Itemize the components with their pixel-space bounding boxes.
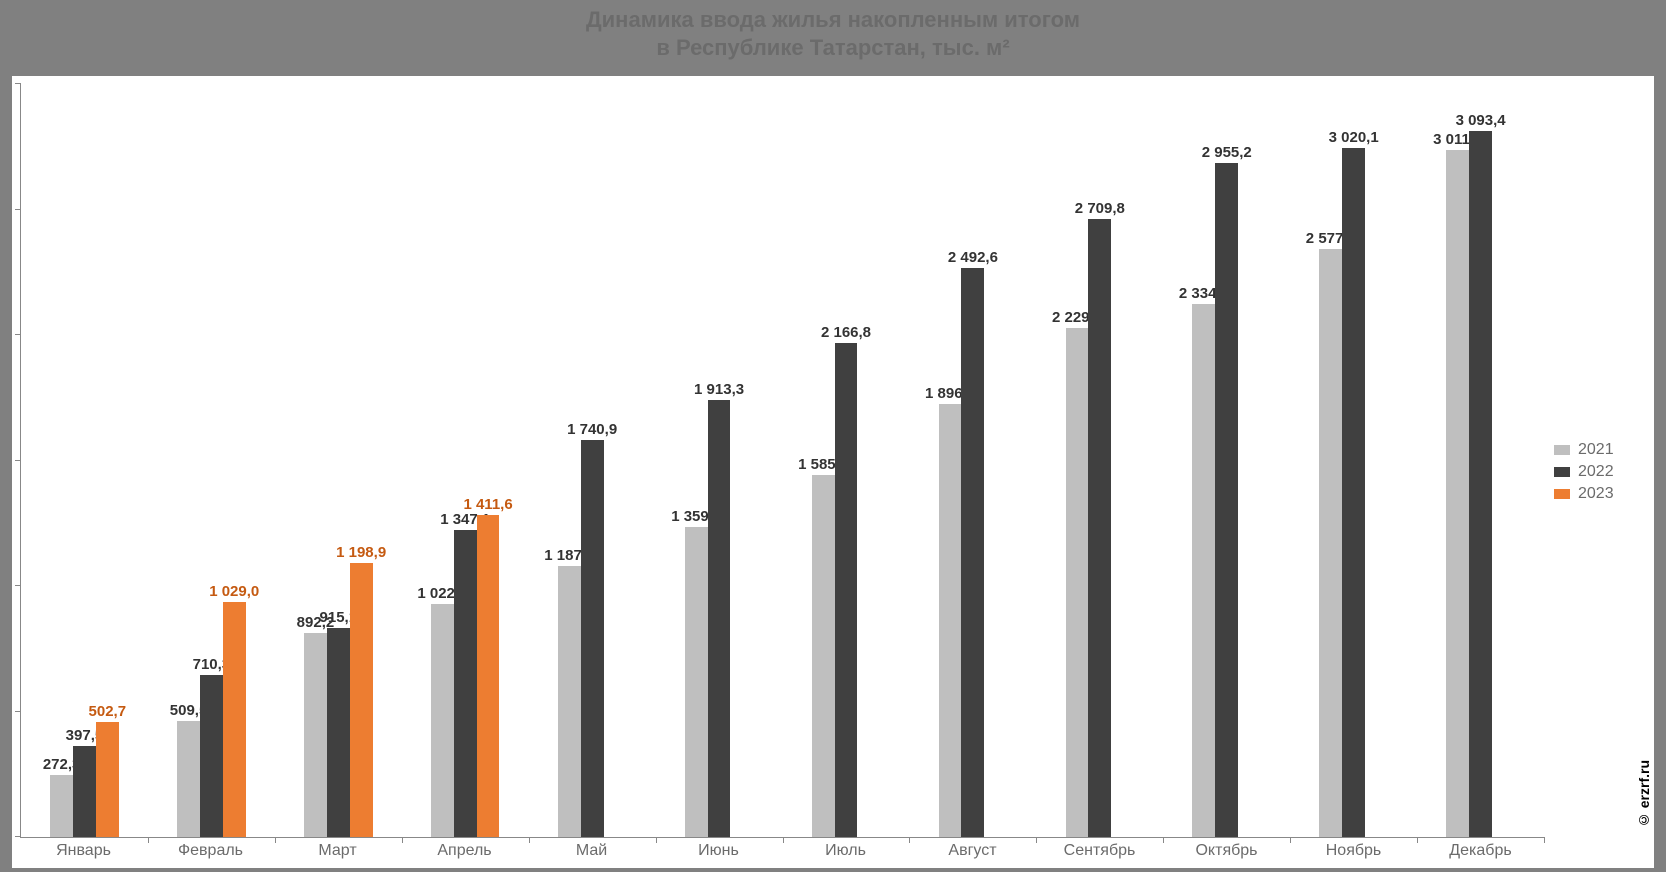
x-axis-label: Май — [528, 842, 655, 866]
legend-item: 2021 — [1554, 441, 1644, 459]
bar-2023: 1 029,0 — [223, 602, 246, 837]
bar-group: 509,5710,31 029,0 — [148, 84, 275, 837]
x-axis-label: Январь — [20, 842, 147, 866]
bar-group: 3 011,53 093,4 — [1417, 84, 1544, 837]
x-axis-label: Октябрь — [1163, 842, 1290, 866]
legend-swatch — [1554, 467, 1570, 477]
bar-value-label: 2 166,8 — [821, 324, 871, 343]
bar-2021: 1 022,2 — [431, 604, 454, 837]
bar-2022: 915,1 — [327, 628, 350, 837]
chart-title-line2: в Республике Татарстан, тыс. м² — [0, 34, 1666, 62]
legend-label: 2022 — [1578, 463, 1614, 481]
x-axis-label: Декабрь — [1417, 842, 1544, 866]
y-tick — [15, 836, 21, 837]
bar-group: 1 585,32 166,8 — [783, 84, 910, 837]
x-axis-label: Июнь — [655, 842, 782, 866]
bar-2022: 710,3 — [200, 675, 223, 837]
x-axis-label: Апрель — [401, 842, 528, 866]
x-axis-label: Ноябрь — [1290, 842, 1417, 866]
bar-group: 1 359,51 913,3 — [656, 84, 783, 837]
y-tick — [15, 460, 21, 461]
bar-2022: 2 166,8 — [835, 343, 858, 837]
bar-value-label: 1 913,3 — [694, 381, 744, 400]
bar-2021: 509,5 — [177, 721, 200, 837]
legend-label: 2021 — [1578, 441, 1614, 459]
bar-value-label: 1 198,9 — [336, 544, 386, 563]
bar-2021: 3 011,5 — [1446, 150, 1469, 837]
legend-swatch — [1554, 445, 1570, 455]
bar-2022: 2 955,2 — [1215, 163, 1238, 837]
bar-value-label: 3 020,1 — [1329, 129, 1379, 148]
bar-2021: 2 577,0 — [1319, 249, 1342, 837]
legend-item: 2022 — [1554, 463, 1644, 481]
bar-2022: 1 740,9 — [581, 440, 604, 837]
x-axis-label: Июль — [782, 842, 909, 866]
bar-2022: 2 492,6 — [961, 268, 984, 837]
bar-group: 1 022,21 347,11 411,6 — [402, 84, 529, 837]
bar-2023: 1 411,6 — [477, 515, 500, 837]
credit-label: © erzrf.ru — [1636, 760, 1652, 828]
bar-2021: 1 359,5 — [685, 527, 708, 837]
bar-2022: 1 347,1 — [454, 530, 477, 837]
y-tick — [15, 334, 21, 335]
bar-2022: 397,5 — [73, 746, 96, 837]
chart-title: Динамика ввода жилья накопленным итогом … — [0, 0, 1666, 61]
chart-title-line1: Динамика ввода жилья накопленным итогом — [0, 6, 1666, 34]
bar-groups-container: 272,3397,5502,7509,5710,31 029,0892,2915… — [21, 84, 1544, 837]
bar-group: 1 187,21 740,9 — [529, 84, 656, 837]
y-tick — [15, 711, 21, 712]
bar-value-label: 2 955,2 — [1202, 144, 1252, 163]
y-tick — [15, 209, 21, 210]
bar-value-label: 1 029,0 — [209, 583, 259, 602]
y-tick — [15, 585, 21, 586]
legend-item: 2023 — [1554, 485, 1644, 503]
bar-2022: 1 913,3 — [708, 400, 731, 837]
bar-2021: 892,2 — [304, 633, 327, 837]
legend-label: 2023 — [1578, 485, 1614, 503]
bar-group: 1 896,72 492,6 — [909, 84, 1036, 837]
bar-value-label: 2 492,6 — [948, 249, 998, 268]
bar-2021: 272,3 — [50, 775, 73, 837]
x-axis-labels: ЯнварьФевральМартАпрельМайИюньИюльАвгуст… — [20, 842, 1544, 866]
bar-group: 2 229,22 709,8 — [1036, 84, 1163, 837]
bar-group: 892,2915,11 198,9 — [275, 84, 402, 837]
bar-group: 2 577,03 020,1 — [1290, 84, 1417, 837]
x-axis-label: Август — [909, 842, 1036, 866]
bar-value-label: 502,7 — [89, 703, 127, 722]
bar-2023: 502,7 — [96, 722, 119, 837]
bar-value-label: 3 093,4 — [1456, 112, 1506, 131]
y-tick — [15, 83, 21, 84]
bar-value-label: 2 709,8 — [1075, 200, 1125, 219]
bar-group: 272,3397,5502,7 — [21, 84, 148, 837]
bar-value-label: 1 740,9 — [567, 421, 617, 440]
bar-2022: 2 709,8 — [1088, 219, 1111, 837]
bar-2021: 1 585,3 — [812, 475, 835, 837]
page-root: Динамика ввода жилья накопленным итогом … — [0, 0, 1666, 872]
bar-2023: 1 198,9 — [350, 563, 373, 837]
legend: 2021 2022 2023 — [1554, 437, 1644, 507]
plot-area: 272,3397,5502,7509,5710,31 029,0892,2915… — [20, 84, 1544, 838]
legend-swatch — [1554, 489, 1570, 499]
x-tick — [1544, 837, 1545, 843]
x-axis-label: Февраль — [147, 842, 274, 866]
bar-group: 2 334,12 955,2 — [1163, 84, 1290, 837]
bar-2021: 2 229,2 — [1066, 328, 1089, 837]
bar-2022: 3 020,1 — [1342, 148, 1365, 837]
bar-value-label: 1 411,6 — [463, 496, 512, 515]
x-axis-label: Сентябрь — [1036, 842, 1163, 866]
bar-2021: 1 187,2 — [558, 566, 581, 837]
x-axis-label: Март — [274, 842, 401, 866]
bar-2022: 3 093,4 — [1469, 131, 1492, 837]
bar-2021: 2 334,1 — [1192, 304, 1215, 837]
chart-outer: 272,3397,5502,7509,5710,31 029,0892,2915… — [12, 76, 1654, 868]
bar-2021: 1 896,7 — [939, 404, 962, 837]
